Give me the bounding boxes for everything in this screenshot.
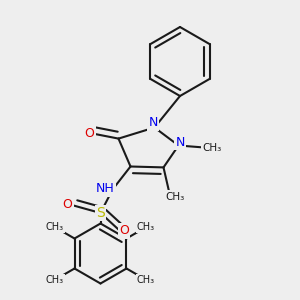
Text: CH₃: CH₃ <box>137 275 155 285</box>
Text: N: N <box>175 136 185 149</box>
Text: CH₃: CH₃ <box>46 275 64 285</box>
Text: CH₃: CH₃ <box>202 142 221 153</box>
Text: S: S <box>96 206 105 220</box>
Text: CH₃: CH₃ <box>46 222 64 232</box>
Text: O: O <box>85 127 94 140</box>
Text: CH₃: CH₃ <box>137 222 155 232</box>
Text: O: O <box>119 224 129 238</box>
Text: CH₃: CH₃ <box>165 191 184 202</box>
Text: NH: NH <box>96 182 114 196</box>
Text: N: N <box>148 116 158 130</box>
Text: O: O <box>63 197 72 211</box>
